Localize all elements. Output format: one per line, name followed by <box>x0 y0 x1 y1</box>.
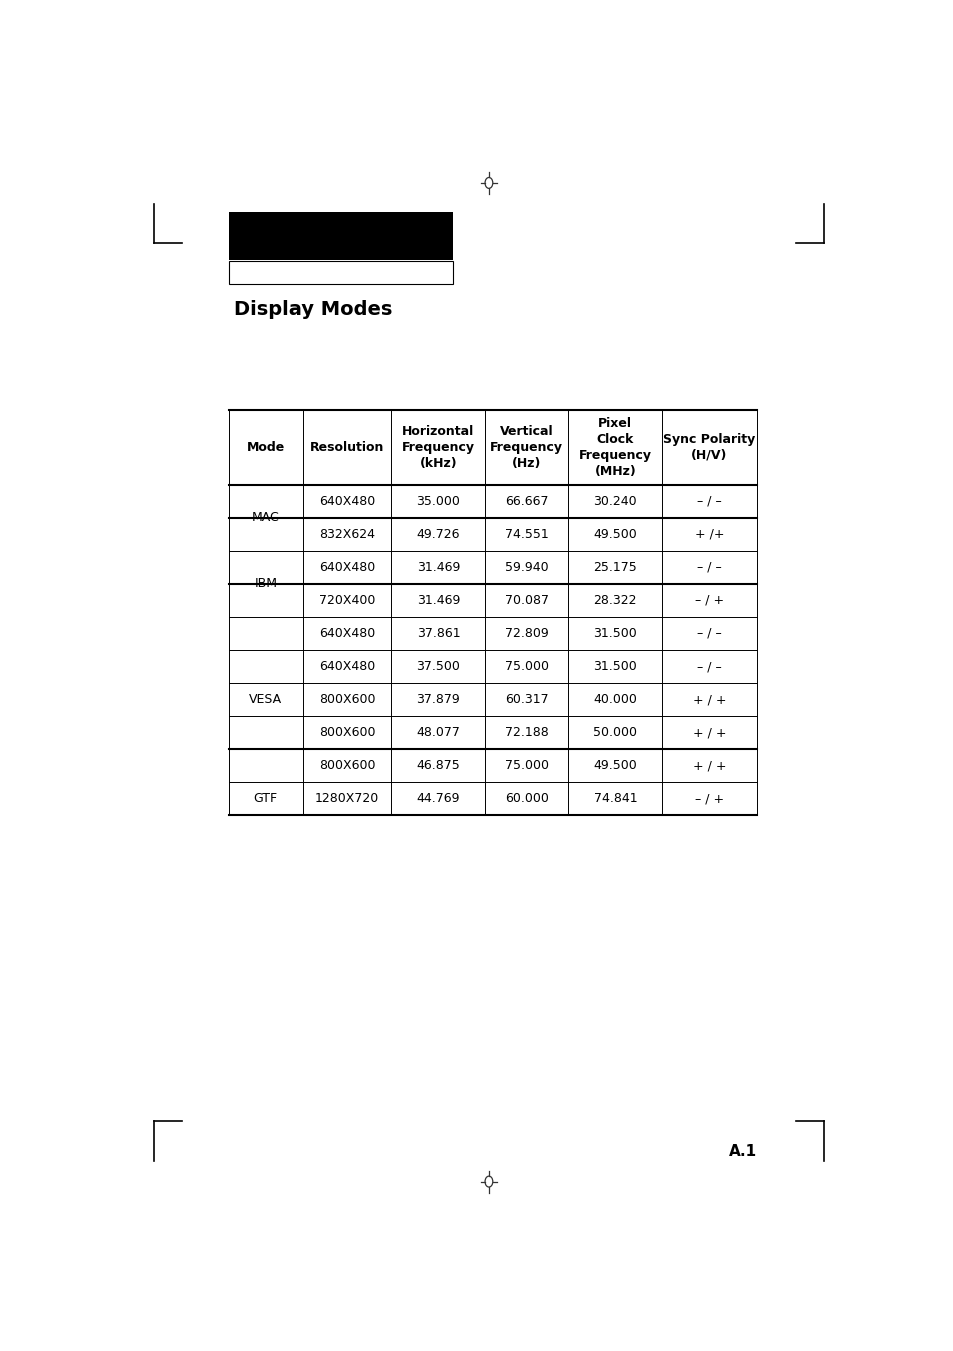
Text: 44.769: 44.769 <box>416 793 459 805</box>
Text: 832X624: 832X624 <box>318 528 375 540</box>
Text: – / +: – / + <box>694 793 723 805</box>
Text: 70.087: 70.087 <box>504 594 548 607</box>
Text: IBM: IBM <box>254 577 277 590</box>
Text: Resolution: Resolution <box>310 440 384 454</box>
Text: 640X480: 640X480 <box>318 661 375 673</box>
Text: 800X600: 800X600 <box>318 727 375 739</box>
Text: 75.000: 75.000 <box>504 759 548 773</box>
Text: 720X400: 720X400 <box>318 594 375 607</box>
Text: 37.879: 37.879 <box>416 693 459 707</box>
Text: – / –: – / – <box>697 494 721 508</box>
Text: 49.500: 49.500 <box>593 528 637 540</box>
Text: 640X480: 640X480 <box>318 494 375 508</box>
Text: 37.500: 37.500 <box>416 661 460 673</box>
Text: 31.469: 31.469 <box>416 594 459 607</box>
Text: + / +: + / + <box>692 693 725 707</box>
Text: + / +: + / + <box>692 759 725 773</box>
Text: GTF: GTF <box>253 793 277 805</box>
Text: – / –: – / – <box>697 661 721 673</box>
Text: 60.000: 60.000 <box>504 793 548 805</box>
Text: + / +: + / + <box>692 727 725 739</box>
Text: 48.077: 48.077 <box>416 727 460 739</box>
Text: 35.000: 35.000 <box>416 494 460 508</box>
Text: 37.861: 37.861 <box>416 627 459 640</box>
Text: 800X600: 800X600 <box>318 693 375 707</box>
Text: 74.551: 74.551 <box>504 528 548 540</box>
Text: 40.000: 40.000 <box>593 693 637 707</box>
Text: – / –: – / – <box>697 561 721 574</box>
Text: 25.175: 25.175 <box>593 561 637 574</box>
Text: 49.500: 49.500 <box>593 759 637 773</box>
Text: 74.841: 74.841 <box>593 793 637 805</box>
Text: VESA: VESA <box>249 693 282 707</box>
Text: 46.875: 46.875 <box>416 759 459 773</box>
Text: 60.317: 60.317 <box>504 693 548 707</box>
Text: 640X480: 640X480 <box>318 561 375 574</box>
Text: 50.000: 50.000 <box>593 727 637 739</box>
Text: 72.188: 72.188 <box>504 727 548 739</box>
Text: 59.940: 59.940 <box>504 561 548 574</box>
Text: Display Modes: Display Modes <box>233 300 392 319</box>
Text: Pixel
Clock
Frequency
(MHz): Pixel Clock Frequency (MHz) <box>578 416 651 478</box>
Text: MAC: MAC <box>252 511 279 524</box>
Text: 75.000: 75.000 <box>504 661 548 673</box>
Text: + /+: + /+ <box>694 528 723 540</box>
Text: 28.322: 28.322 <box>593 594 637 607</box>
Text: – / +: – / + <box>694 594 723 607</box>
Text: 1280X720: 1280X720 <box>314 793 379 805</box>
Text: Sync Polarity
(H/V): Sync Polarity (H/V) <box>662 432 755 462</box>
Text: 31.469: 31.469 <box>416 561 459 574</box>
Text: Vertical
Frequency
(Hz): Vertical Frequency (Hz) <box>490 424 563 470</box>
Text: 800X600: 800X600 <box>318 759 375 773</box>
Text: 31.500: 31.500 <box>593 661 637 673</box>
Text: 640X480: 640X480 <box>318 627 375 640</box>
Text: 30.240: 30.240 <box>593 494 637 508</box>
Bar <box>229 261 453 284</box>
Text: 72.809: 72.809 <box>504 627 548 640</box>
Text: Horizontal
Frequency
(kHz): Horizontal Frequency (kHz) <box>401 424 475 470</box>
Bar <box>229 212 453 259</box>
Text: 31.500: 31.500 <box>593 627 637 640</box>
Text: Mode: Mode <box>247 440 285 454</box>
Text: – / –: – / – <box>697 627 721 640</box>
Text: 66.667: 66.667 <box>504 494 548 508</box>
Text: A.1: A.1 <box>728 1144 756 1159</box>
Text: 49.726: 49.726 <box>416 528 459 540</box>
